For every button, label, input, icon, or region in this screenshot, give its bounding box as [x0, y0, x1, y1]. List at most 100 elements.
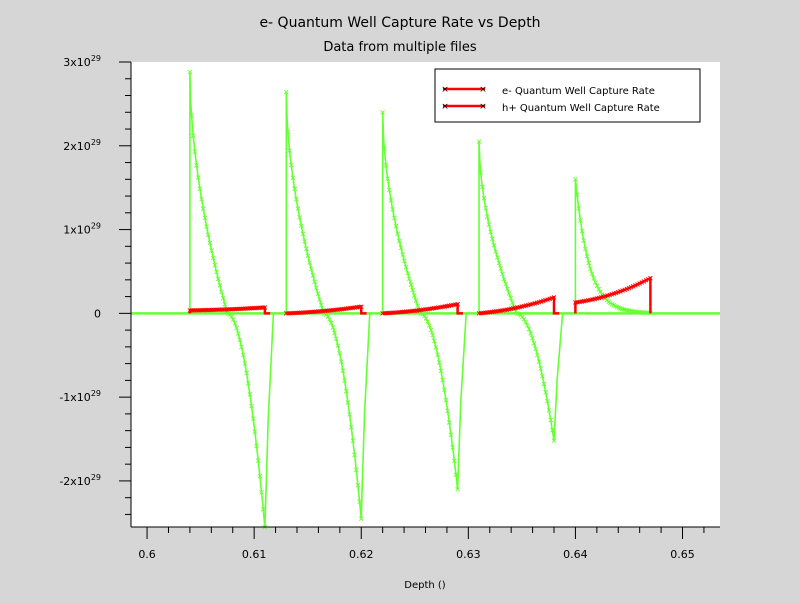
- data-point: [478, 170, 484, 175]
- data-point: [303, 246, 309, 252]
- data-point: [383, 163, 389, 168]
- data-point: [189, 113, 194, 118]
- data-point: [327, 317, 332, 322]
- data-point: [352, 452, 357, 458]
- x-tick-label: 0.64: [563, 548, 588, 561]
- data-point: [536, 359, 542, 364]
- data-point: [342, 378, 347, 383]
- x-tick-label: 0.6: [138, 548, 156, 561]
- data-point: [242, 361, 248, 366]
- data-point: [293, 196, 299, 202]
- series-layer: [187, 69, 653, 530]
- legend-label-e: e- Quantum Well Capture Rate: [502, 86, 655, 97]
- data-point: [222, 302, 228, 307]
- data-point: [295, 206, 301, 211]
- data-point: [337, 350, 342, 356]
- data-point: [440, 377, 445, 383]
- data-point: [446, 420, 452, 425]
- data-point: [310, 273, 316, 278]
- data-point: [443, 397, 449, 403]
- data-point: [410, 287, 415, 293]
- data-point: [415, 303, 420, 309]
- data-point: [584, 254, 590, 259]
- data-point: [247, 391, 253, 397]
- data-point: [333, 336, 339, 342]
- data-point: [551, 438, 557, 444]
- data-point: [436, 360, 442, 365]
- data-point: [300, 231, 306, 237]
- data-point: [498, 266, 504, 271]
- plot-area: [131, 62, 720, 527]
- data-point: [357, 499, 362, 504]
- data-point: [330, 325, 336, 330]
- data-point: [392, 215, 397, 221]
- x-axis-label: Depth (): [404, 580, 446, 591]
- data-point: [589, 271, 595, 277]
- data-point: [508, 295, 514, 301]
- data-point: [406, 276, 412, 282]
- data-point: [451, 458, 457, 464]
- data-point: [385, 176, 390, 181]
- y-tick-label: -1x1029: [59, 389, 101, 404]
- x-tick-label: 0.65: [670, 548, 695, 561]
- data-point: [288, 162, 294, 168]
- data-point: [540, 373, 545, 379]
- data-point: [335, 343, 341, 348]
- data-point: [313, 285, 319, 291]
- data-point: [548, 417, 553, 423]
- data-point: [431, 338, 437, 344]
- data-point: [210, 255, 216, 261]
- data-point: [503, 281, 509, 287]
- data-point: [234, 325, 239, 331]
- data-point: [240, 352, 246, 358]
- data-point: [490, 236, 495, 242]
- data-point: [546, 408, 552, 413]
- data-point: [388, 197, 394, 203]
- legend-label-h: h+ Quantum Well Capture Rate: [502, 103, 660, 114]
- data-point: [581, 238, 587, 243]
- data-point: [302, 239, 307, 244]
- data-point: [347, 412, 352, 417]
- data-point: [239, 344, 244, 350]
- data-point: [204, 224, 209, 229]
- data-point: [262, 305, 268, 310]
- data-point: [528, 331, 534, 336]
- data-point: [317, 297, 322, 302]
- data-point: [481, 195, 487, 201]
- data-point: [578, 218, 583, 223]
- data-point: [495, 255, 500, 260]
- data-point: [305, 253, 311, 259]
- data-point: [217, 283, 223, 288]
- data-point: [594, 283, 600, 289]
- data-point: [220, 295, 226, 301]
- data-point: [397, 238, 402, 244]
- data-point: [259, 490, 264, 495]
- data-point: [230, 317, 236, 322]
- legend-marker-e-2: ×: [479, 85, 487, 95]
- data-point: [421, 313, 427, 319]
- data-point: [254, 443, 259, 449]
- data-point: [455, 301, 460, 307]
- data-point: [480, 184, 485, 190]
- data-point: [596, 286, 602, 292]
- data-point: [353, 467, 359, 473]
- data-point: [290, 175, 296, 181]
- data-point: [207, 240, 213, 246]
- data-point: [235, 331, 241, 336]
- data-point: [340, 368, 346, 374]
- data-point: [292, 186, 297, 192]
- axis-layer: 3x1029 2x1029 1x1029 0 -1x1029 -2x1029 0.6 0.61…: [59, 54, 720, 561]
- data-point: [209, 248, 214, 253]
- data-point: [476, 139, 482, 144]
- data-point: [448, 432, 454, 437]
- series-e: [187, 275, 653, 316]
- data-point: [250, 416, 256, 421]
- data-point: [197, 186, 203, 192]
- data-point: [297, 215, 302, 220]
- data-point: [358, 304, 364, 309]
- legend-marker-h-2: ×: [479, 102, 487, 112]
- data-point: [551, 295, 557, 300]
- data-point: [205, 232, 211, 238]
- data-point: [298, 223, 304, 229]
